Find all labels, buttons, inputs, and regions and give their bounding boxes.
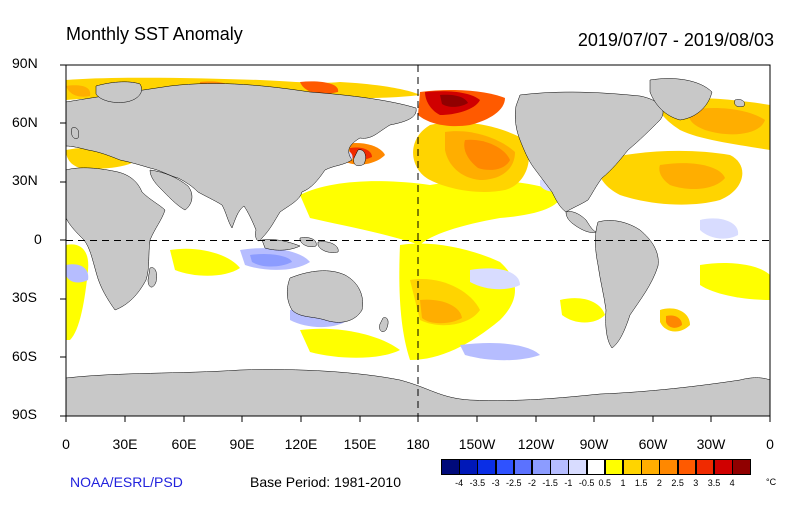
- colorbar-swatch: [477, 459, 497, 475]
- colorbar-tick-label: 2.5: [671, 478, 684, 488]
- central-america: [565, 211, 597, 233]
- japan: [353, 149, 366, 166]
- credit-label: NOAA/ESRL/PSD: [70, 474, 183, 490]
- colorbar-tick-label: 1: [620, 478, 626, 488]
- colorbar-swatch: [441, 459, 460, 475]
- colorbar-swatch: [623, 459, 642, 475]
- colorbar-tick-label: -3.5: [469, 478, 486, 488]
- colorbar-tick-label: 3: [693, 478, 699, 488]
- europe-north: [95, 81, 142, 103]
- british-isles: [71, 127, 79, 139]
- new-zealand: [379, 317, 389, 332]
- lon-label-150w: 150W: [458, 436, 496, 452]
- colorbar-swatch: [732, 459, 751, 475]
- colorbar-swatch: [604, 459, 624, 475]
- colorbar-tick-label: 4: [729, 478, 735, 488]
- lon-label-150e: 150E: [343, 436, 377, 452]
- colorbar-swatch: [550, 459, 569, 475]
- lon-label-120e: 120E: [284, 436, 318, 452]
- colorbar-tick-label: 3.5: [707, 478, 721, 488]
- colorbar-swatch: [513, 459, 533, 475]
- madagascar: [147, 267, 157, 288]
- colorbar-tick-label: -0.5: [578, 478, 595, 488]
- lat-label-60n: 60N: [12, 114, 38, 130]
- lat-label-eq: 0: [34, 231, 42, 247]
- colorbar-swatch: [495, 459, 515, 475]
- iceland: [734, 99, 745, 107]
- chart-title: Monthly SST Anomaly: [66, 24, 243, 44]
- lat-label-60s: 60S: [12, 348, 37, 364]
- lon-label-60e: 60E: [171, 436, 197, 452]
- greenland: [649, 78, 713, 121]
- colorbar-swatch: [532, 459, 551, 475]
- colorbar-unit: °C: [766, 477, 777, 487]
- arabia-india: [149, 169, 193, 211]
- eurasia: [66, 83, 417, 242]
- colorbar-swatch: [695, 459, 715, 475]
- colorbar-tick-label: 2: [656, 478, 662, 488]
- colorbar-swatch: [459, 459, 478, 475]
- colorbar-tick-label: -1: [564, 478, 573, 488]
- colorbar-tick-label: -3: [491, 478, 500, 488]
- base-period-label: Base Period: 1981-2010: [250, 474, 401, 490]
- colorbar-swatch: [568, 459, 588, 475]
- colorbar-tick-label: 0.5: [598, 478, 612, 488]
- africa: [66, 167, 166, 311]
- lat-label-30n: 30N: [12, 172, 38, 188]
- colorbar-tick-label: -1.5: [542, 478, 558, 488]
- colorbar-swatch: [641, 459, 660, 475]
- indonesia: [261, 237, 339, 253]
- lon-label-180: 180: [406, 436, 430, 452]
- continents: [66, 78, 770, 416]
- lon-label-60w: 60W: [638, 436, 668, 452]
- south-america: [595, 220, 659, 349]
- lat-label-90s: 90S: [12, 406, 37, 422]
- colorbar-swatch: [714, 459, 733, 475]
- colorbar-swatch: [659, 459, 679, 475]
- lat-label-30s: 30S: [12, 289, 37, 305]
- lon-label-90e: 90E: [229, 436, 255, 452]
- lon-label-120w: 120W: [517, 436, 555, 452]
- lat-label-90n: 90N: [12, 55, 38, 71]
- colorbar-tick-label: 1.5: [634, 478, 648, 488]
- colorbar-tick-label: -2: [527, 478, 537, 488]
- lon-label-30e: 30E: [112, 436, 138, 452]
- colorbar-tick-label: -2.5: [506, 478, 522, 488]
- lon-label-30w: 30W: [696, 436, 726, 452]
- colorbar-swatch: [677, 459, 697, 475]
- lon-label-0-east: 0: [766, 436, 774, 452]
- colorbar-tick-label: -4: [455, 478, 464, 488]
- lon-label-90w: 90W: [579, 436, 609, 452]
- axis-ticks: [60, 64, 771, 422]
- australia: [287, 270, 363, 323]
- date-range: 2019/07/07 - 2019/08/03: [577, 30, 774, 50]
- lon-label-0: 0: [62, 436, 70, 452]
- colorbar-swatch: [586, 459, 606, 475]
